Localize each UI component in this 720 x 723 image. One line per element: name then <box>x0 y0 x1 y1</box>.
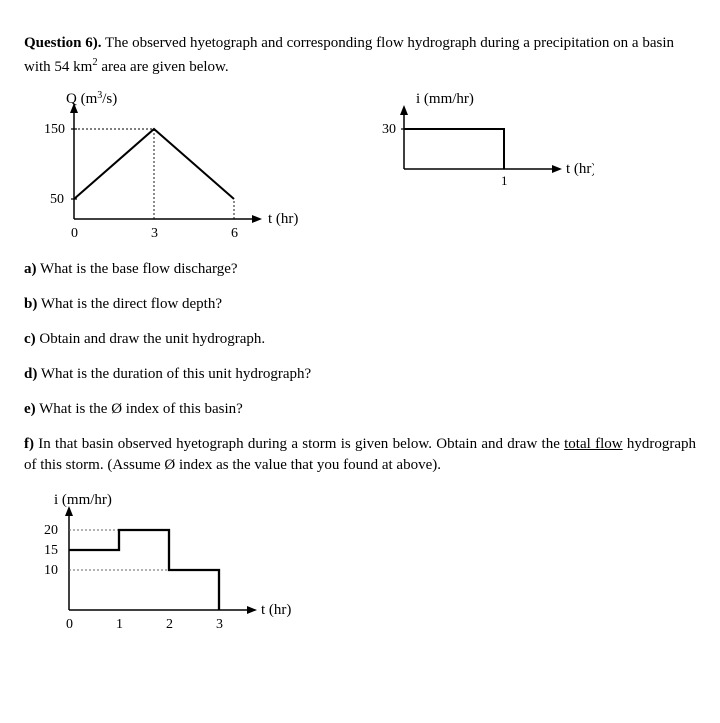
part-b: b) What is the direct flow depth? <box>24 294 696 315</box>
xtick-3-label: 3 <box>151 226 158 241</box>
part-a-label: a) <box>24 261 37 277</box>
part-d: d) What is the duration of this unit hyd… <box>24 364 696 385</box>
hyeto1-xlabel: t (hr) <box>566 161 594 177</box>
part-b-text: What is the direct flow depth? <box>37 296 222 312</box>
hyeto2-xtick-2: 2 <box>166 617 173 632</box>
hydrograph-axes <box>70 103 262 223</box>
hyeto2-ytick-15: 15 <box>44 543 58 558</box>
hyeto1-step <box>404 129 504 169</box>
part-e: e) What is the Ø index of this basin? <box>24 399 696 420</box>
part-d-label: d) <box>24 366 37 382</box>
part-e-text: What is the Ø index of this basin? <box>36 401 243 417</box>
hyeto1-ytick-30: 30 <box>382 122 396 137</box>
hyeto2-axes <box>65 506 257 614</box>
part-f-label: f) <box>24 436 34 452</box>
hyeto2-step <box>69 530 219 610</box>
hyeto2-ylabel: i (mm/hr) <box>54 492 112 508</box>
part-f-text-u: total flow <box>564 436 622 452</box>
hyeto2-xtick-3: 3 <box>216 617 223 632</box>
part-e-label: e) <box>24 401 36 417</box>
hyetograph2-chart: i (mm/hr) 10 15 20 0 1 2 3 t (hr) <box>24 490 304 640</box>
question-intro: Question 6). The observed hyetograph and… <box>24 33 696 79</box>
ytick-150-label: 150 <box>44 122 65 137</box>
question-parts: a) What is the base flow discharge? b) W… <box>24 259 696 476</box>
hyetograph1-chart: i (mm/hr) 30 1 t (hr) <box>364 89 594 199</box>
hyeto2-ytick-20: 20 <box>44 523 58 538</box>
part-f-text-a: In that basin observed hyetograph during… <box>34 436 564 452</box>
hyeto1-ylabel: i (mm/hr) <box>416 91 474 107</box>
hyeto2-xlabel: t (hr) <box>261 602 291 618</box>
hydrograph-guides <box>74 129 234 219</box>
question-label: Question 6). <box>24 35 102 51</box>
part-c-text: Obtain and draw the unit hydrograph. <box>36 331 266 347</box>
intro-text-b: area are given below. <box>98 59 229 75</box>
hydrograph-xlabel: t (hr) <box>268 211 298 227</box>
hydrograph-line <box>74 129 234 199</box>
ytick-50-label: 50 <box>50 192 64 207</box>
part-f: f) In that basin observed hyetograph dur… <box>24 434 696 476</box>
top-charts-row: Q (m3/s) 50 150 0 3 6 t (hr) i (mm <box>24 89 696 249</box>
part-c-label: c) <box>24 331 36 347</box>
xtick-6-label: 6 <box>231 226 238 241</box>
xtick-0-label: 0 <box>71 226 78 241</box>
hyeto2-ytick-10: 10 <box>44 563 58 578</box>
part-d-text: What is the duration of this unit hydrog… <box>37 366 311 382</box>
hyeto1-xtick-1: 1 <box>501 173 508 188</box>
part-a: a) What is the base flow discharge? <box>24 259 696 280</box>
hyeto1-axes <box>400 105 562 173</box>
part-a-text: What is the base flow discharge? <box>37 261 238 277</box>
part-c: c) Obtain and draw the unit hydrograph. <box>24 329 696 350</box>
hyeto2-xtick-0: 0 <box>66 617 73 632</box>
hydrograph-chart: Q (m3/s) 50 150 0 3 6 t (hr) <box>24 89 304 249</box>
hyeto2-xtick-1: 1 <box>116 617 123 632</box>
part-b-label: b) <box>24 296 37 312</box>
